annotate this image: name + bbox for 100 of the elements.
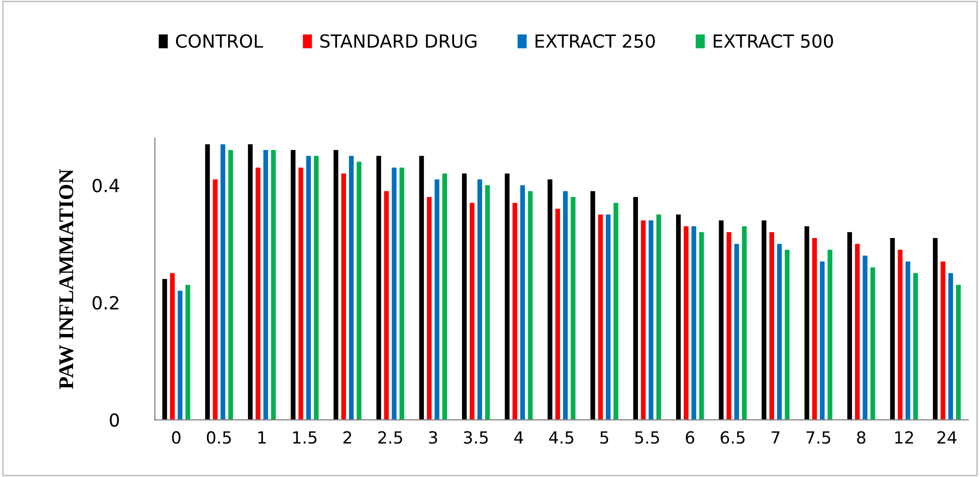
- bar: [948, 273, 954, 420]
- bar: [762, 220, 766, 420]
- bar: [734, 244, 739, 420]
- bar: [862, 256, 868, 420]
- bar: [691, 226, 696, 420]
- x-tick-label: 2.5: [378, 431, 402, 444]
- bar: [656, 214, 662, 420]
- bar: [512, 202, 518, 420]
- bar: [170, 273, 175, 420]
- bar: [855, 244, 860, 420]
- legend-label: EXTRACT 250: [536, 34, 655, 48]
- x-tick-label: 8: [857, 431, 866, 444]
- x-tick-label: 5.5: [635, 431, 659, 444]
- bar: [185, 284, 190, 420]
- bar: [820, 261, 825, 420]
- bar: [590, 191, 596, 420]
- x-tick-label: 1: [258, 431, 266, 444]
- bar: [248, 144, 253, 420]
- bar: [847, 232, 852, 420]
- x-tick-label: 6: [686, 431, 694, 444]
- bar: [769, 232, 774, 420]
- y-axis-title: PAW INFLAMMATION: [59, 169, 74, 389]
- x-tick-label: 0: [172, 431, 180, 444]
- bar: [205, 144, 210, 420]
- bar: [504, 174, 510, 420]
- bar: [870, 267, 876, 420]
- bar: [256, 168, 260, 420]
- legend-label: CONTROL: [176, 34, 264, 48]
- bar: [699, 232, 704, 420]
- x-tick-label: 3: [429, 431, 438, 444]
- bar: [314, 156, 319, 420]
- bar: [890, 238, 895, 420]
- bar: [804, 226, 810, 420]
- bar: [528, 191, 533, 420]
- bar: [392, 168, 397, 420]
- bar: [426, 196, 432, 420]
- bar: [606, 214, 611, 420]
- bar: [520, 185, 525, 420]
- bar: [356, 162, 362, 420]
- bar: [290, 150, 296, 420]
- bar: [271, 150, 276, 420]
- bar: [384, 191, 389, 420]
- bar: [614, 202, 618, 420]
- bar: [162, 279, 168, 420]
- bar: [220, 144, 226, 420]
- bar: [777, 244, 782, 420]
- bar: [676, 214, 681, 420]
- bar: [648, 220, 654, 420]
- bar: [718, 220, 724, 420]
- y-tick-label: 0: [110, 413, 119, 427]
- bar: [485, 185, 490, 420]
- bar: [263, 150, 268, 420]
- bar: [742, 226, 747, 420]
- bar: [898, 250, 903, 420]
- bar: [940, 261, 946, 420]
- bar: [306, 156, 311, 420]
- bar: [178, 290, 182, 420]
- x-tick-label: 2: [343, 431, 352, 444]
- bar: [470, 202, 474, 420]
- x-tick-label: 1.5: [293, 431, 316, 444]
- x-tick-label: 3.5: [464, 431, 488, 444]
- bar: [555, 208, 560, 420]
- bar: [563, 191, 568, 420]
- legend-label: STANDARD DRUG: [320, 34, 476, 48]
- bar: [212, 179, 218, 420]
- y-tick-label: 0.4: [92, 178, 120, 192]
- bar: [906, 261, 910, 420]
- bar: [828, 250, 832, 420]
- bar: [298, 168, 304, 420]
- legend-label: EXTRACT 500: [714, 34, 833, 48]
- x-tick-label: 7: [772, 431, 780, 444]
- bar: [442, 174, 448, 420]
- x-tick-label: 7.5: [806, 431, 830, 444]
- bar: [376, 156, 382, 420]
- bar: [434, 179, 440, 420]
- bar: [341, 174, 346, 420]
- bar: [726, 232, 732, 420]
- bar: [598, 214, 603, 420]
- bar: [784, 250, 790, 420]
- bar: [419, 156, 424, 420]
- bar: [932, 238, 938, 420]
- bar: [633, 196, 638, 420]
- x-tick-label: 12: [895, 431, 913, 444]
- bar: [462, 174, 467, 420]
- bar: [334, 150, 338, 420]
- bar: [684, 226, 688, 420]
- bar: [956, 284, 961, 420]
- bar: [812, 238, 817, 420]
- x-tick-label: 4.5: [549, 431, 574, 444]
- bar: [228, 150, 233, 420]
- bar: [570, 196, 576, 420]
- x-tick-label: 5: [600, 431, 608, 444]
- bar: [640, 220, 646, 420]
- x-tick-label: 4: [514, 431, 524, 444]
- x-tick-label: 0.5: [206, 431, 231, 444]
- bar: [400, 168, 404, 420]
- bar: [913, 273, 918, 420]
- bar: [348, 156, 354, 420]
- bar: [548, 179, 552, 420]
- bar: [477, 179, 482, 420]
